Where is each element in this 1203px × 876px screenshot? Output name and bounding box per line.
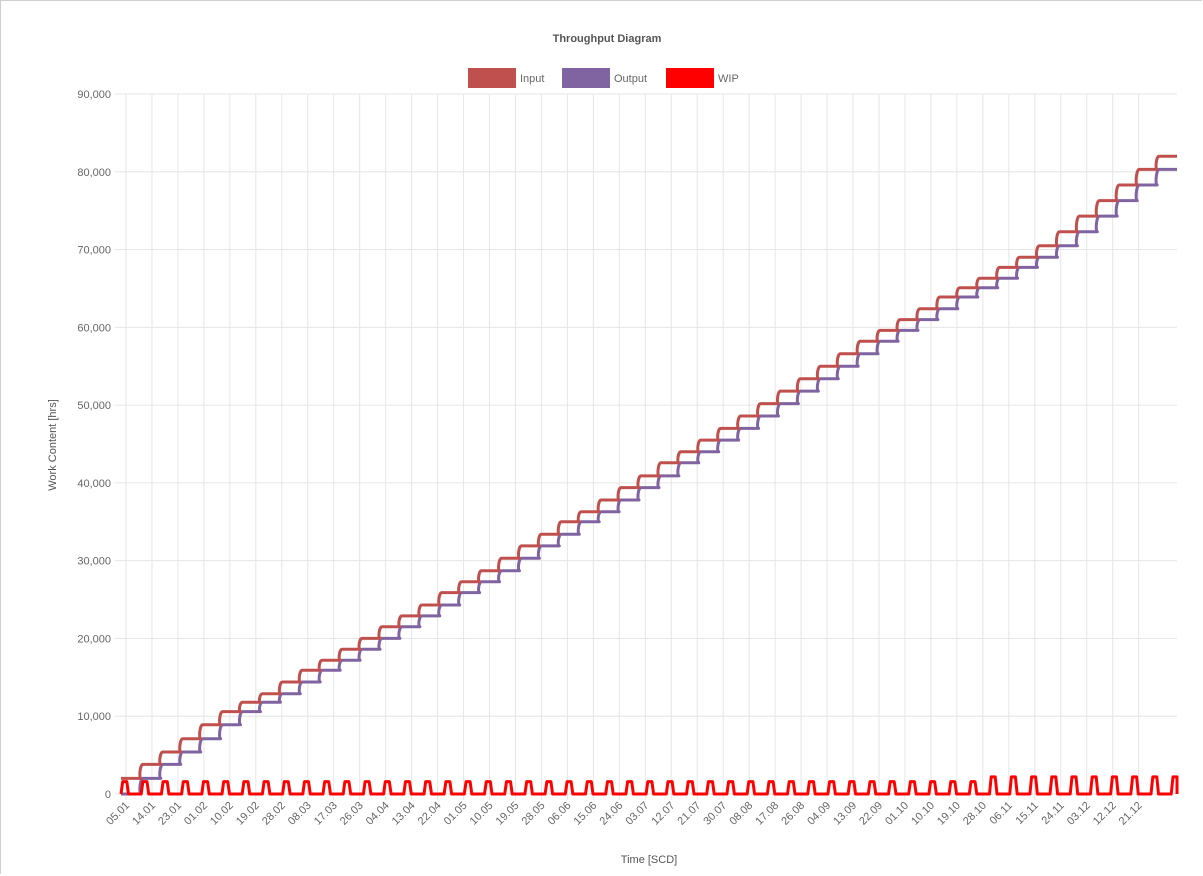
x-tick-label: 22.09 <box>857 800 885 828</box>
x-tick-label: 15.11 <box>1014 800 1041 827</box>
x-tick-label: 04.09 <box>805 800 833 828</box>
legend-swatch-input <box>468 68 516 88</box>
x-tick-label: 03.07 <box>623 800 651 828</box>
x-tick-label: 19.10 <box>935 800 963 828</box>
series-line-input <box>121 154 1177 780</box>
series-line-wip <box>119 775 1179 796</box>
x-tick-labels: 05.0114.0123.0101.0210.0219.0228.0208.03… <box>104 800 1145 828</box>
x-tick-label: 12.12 <box>1091 800 1119 828</box>
legend-item-wip[interactable]: WIP <box>666 68 739 88</box>
legend-swatch-output <box>562 68 610 88</box>
x-tick-label: 28.05 <box>520 800 548 828</box>
y-tick-label: 0 <box>105 789 111 801</box>
x-tick-label: 23.01 <box>156 800 184 828</box>
x-tick-label: 10.02 <box>208 800 236 828</box>
x-gridlines <box>125 94 1140 800</box>
x-tick-label: 01.10 <box>883 800 911 828</box>
x-tick-label: 24.06 <box>598 800 626 828</box>
y-tick-label: 60,000 <box>77 322 111 334</box>
y-tick-label: 30,000 <box>77 556 111 568</box>
x-tick-label: 13.09 <box>831 800 859 828</box>
x-tick-label: 08.03 <box>286 800 314 828</box>
x-tick-label: 28.02 <box>260 800 288 828</box>
x-tick-label: 22.04 <box>416 800 444 828</box>
chart-title: Throughput Diagram <box>553 33 662 45</box>
x-tick-label: 10.05 <box>468 800 496 828</box>
y-tick-label: 90,000 <box>77 89 111 101</box>
y-tick-label: 20,000 <box>77 633 111 645</box>
x-tick-label: 14.01 <box>130 800 158 828</box>
x-tick-label: 12.07 <box>649 800 677 828</box>
y-tick-label: 10,000 <box>77 711 111 723</box>
y-tick-label: 70,000 <box>77 245 111 257</box>
x-tick-label: 21.12 <box>1117 800 1145 828</box>
x-tick-label: 01.02 <box>182 800 210 828</box>
y-tick-label: 80,000 <box>77 167 111 179</box>
legend-label-input: Input <box>520 73 544 85</box>
x-tick-label: 28.10 <box>961 800 989 828</box>
y-tick-label: 40,000 <box>77 478 111 490</box>
series-layer <box>119 154 1179 796</box>
x-tick-label: 21.07 <box>675 800 703 828</box>
y-axis-title: Work Content [hrs] <box>47 399 59 491</box>
x-tick-label: 15.06 <box>572 800 600 828</box>
legend-swatch-wip <box>666 68 714 88</box>
x-tick-label: 05.01 <box>104 800 132 828</box>
x-tick-label: 04.04 <box>364 800 392 828</box>
x-tick-label: 17.03 <box>312 800 340 828</box>
y-tick-label: 50,000 <box>77 400 111 412</box>
x-axis-title: Time [SCD] <box>621 854 677 866</box>
x-tick-label: 30.07 <box>701 800 729 828</box>
x-tick-label: 01.05 <box>442 800 470 828</box>
y-gridlines <box>115 93 1177 795</box>
x-tick-label: 19.02 <box>234 800 262 828</box>
legend-label-wip: WIP <box>718 73 739 85</box>
legend: Input Output WIP <box>468 68 739 88</box>
x-tick-label: 24.11 <box>1039 800 1066 827</box>
legend-item-input[interactable]: Input <box>468 68 544 88</box>
x-tick-label: 03.12 <box>1065 800 1093 828</box>
x-tick-label: 17.08 <box>753 800 781 828</box>
x-tick-label: 13.04 <box>390 800 418 828</box>
x-tick-label: 26.08 <box>779 800 807 828</box>
legend-item-output[interactable]: Output <box>562 68 647 88</box>
y-tick-labels: 0 10,000 20,000 30,000 40,000 50,000 60,000 70,… <box>77 89 111 801</box>
x-tick-label: 06.06 <box>546 800 574 828</box>
x-tick-label: 06.11 <box>988 800 1015 827</box>
x-tick-label: 08.08 <box>727 800 755 828</box>
x-tick-label: 26.03 <box>338 800 366 828</box>
series-line-output <box>121 167 1177 796</box>
x-tick-label: 10.10 <box>909 800 937 828</box>
x-tick-label: 19.05 <box>494 800 522 828</box>
legend-label-output: Output <box>614 73 647 85</box>
